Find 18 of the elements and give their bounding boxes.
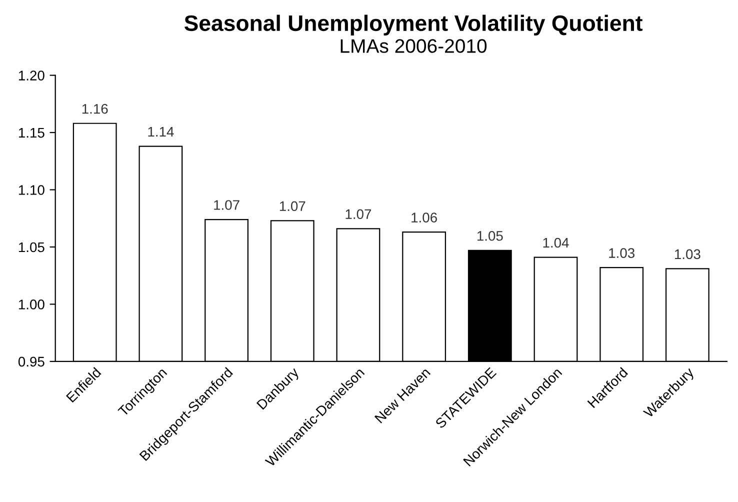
- y-tick-label: 1.10: [18, 185, 44, 195]
- data-label: 1.05: [477, 230, 503, 241]
- data-label: 1.07: [346, 209, 372, 220]
- data-label: 1.06: [412, 212, 437, 222]
- data-label: 1.14: [148, 126, 174, 137]
- y-tick-label: 1.20: [18, 70, 44, 80]
- y-tick-label: 1.05: [18, 242, 44, 252]
- data-label: 1.04: [543, 238, 569, 248]
- data-label: 1.16: [82, 104, 108, 114]
- chart-subtitle: LMAs 2006-2010: [340, 39, 487, 53]
- y-tick-label: 1.15: [18, 128, 44, 138]
- data-label: 1.03: [674, 249, 700, 260]
- chart-title: Seasonal Unemployment Volatility Quotient: [184, 14, 642, 36]
- data-label: 1.07: [280, 201, 306, 212]
- y-tick-label: 0.95: [18, 356, 44, 367]
- data-label: 1.03: [609, 248, 634, 258]
- y-tick-label: 1.00: [18, 300, 44, 310]
- data-label: 1.07: [214, 200, 240, 210]
